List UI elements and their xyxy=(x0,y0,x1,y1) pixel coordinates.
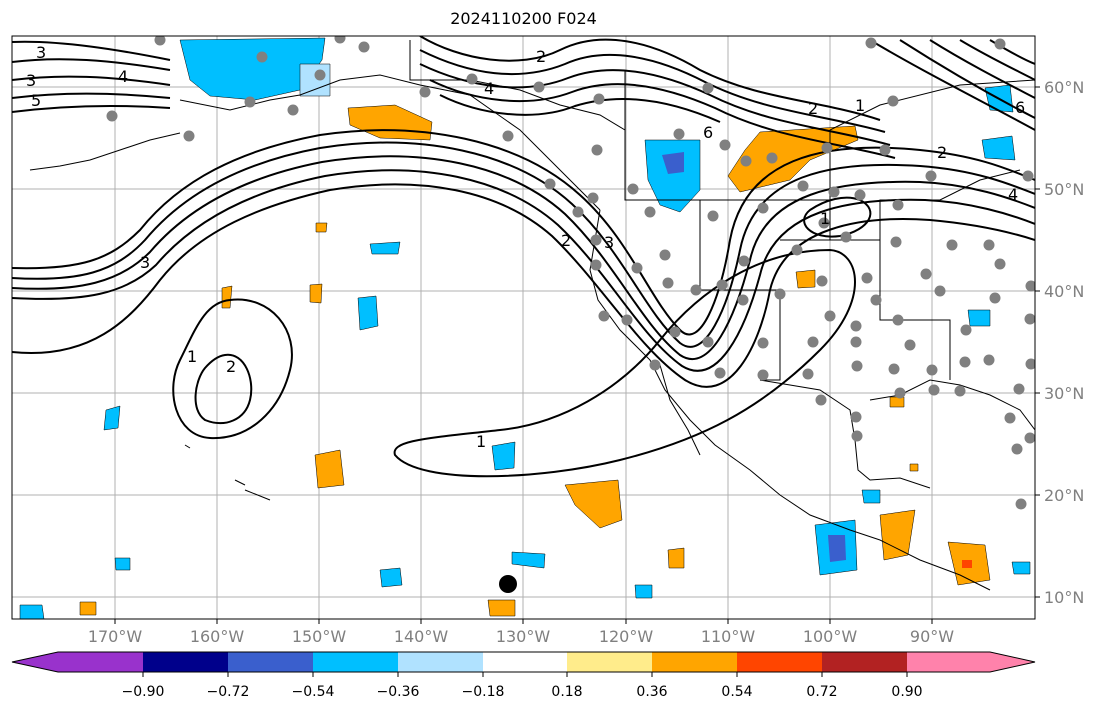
colorbar-tick-label: 0.72 xyxy=(806,684,838,700)
contour-label: 2 xyxy=(808,99,818,118)
colorbar-tick-label: 0.18 xyxy=(551,684,583,700)
lat-label-20n: 20°N xyxy=(1044,486,1085,505)
contour-label: 4 xyxy=(484,79,494,98)
lat-label-50n: 50°N xyxy=(1044,180,1085,199)
colorbar-tick-label: 0.54 xyxy=(721,684,753,700)
height-contours xyxy=(12,36,1035,478)
contour-label: 6 xyxy=(703,123,713,142)
colorbar-segment xyxy=(737,652,822,672)
storm-center-marker xyxy=(499,575,517,593)
coastlines xyxy=(29,40,1035,591)
contour-label: 1 xyxy=(476,432,486,451)
colorbar-segment xyxy=(822,652,907,672)
lat-label-60n: 60°N xyxy=(1044,78,1085,97)
lon-label-160w: 160°W xyxy=(189,627,245,646)
lat-label-30n: 30°N xyxy=(1044,384,1085,403)
lon-label-130w: 130°W xyxy=(495,627,551,646)
colorbar-segment xyxy=(143,652,228,672)
contour-label: 2 xyxy=(226,357,236,376)
contour-label: 4 xyxy=(118,67,128,86)
contour-label: 6 xyxy=(1015,98,1025,117)
contour-label: 3 xyxy=(36,43,46,62)
lon-label-150w: 150°W xyxy=(291,627,347,646)
colorbar-tick-label: −0.54 xyxy=(291,684,335,700)
colorbar-segment xyxy=(907,652,990,672)
colorbar-tick-label: −0.90 xyxy=(121,684,165,700)
contour-label: 5 xyxy=(31,91,41,110)
colorbar-tick-label: −0.36 xyxy=(376,684,420,700)
colorbar-segment xyxy=(228,652,313,672)
colorbar-segment xyxy=(483,652,567,672)
colorbar xyxy=(11,651,1036,677)
contour-label: 2 xyxy=(937,143,947,162)
colorbar-segment xyxy=(58,652,143,672)
colorbar-tick-label: 0.36 xyxy=(636,684,668,700)
contour-label: 1 xyxy=(820,209,830,228)
contour-label: 4 xyxy=(1008,185,1018,204)
lon-label-170w: 170°W xyxy=(87,627,143,646)
colorbar-segment xyxy=(567,652,652,672)
map-title: 2024110200 F024 xyxy=(450,9,597,28)
colorbar-tick-label: 0.90 xyxy=(891,684,923,700)
colorbar-segment xyxy=(398,652,483,672)
contour-label: 3 xyxy=(140,253,150,272)
colorbar-tick-label: −0.72 xyxy=(206,684,250,700)
station-dots xyxy=(106,36,1035,510)
lon-label-100w: 100°W xyxy=(802,627,858,646)
contour-label: 3 xyxy=(26,71,36,90)
shaded-negative-areas xyxy=(19,37,1031,619)
lat-label-40n: 40°N xyxy=(1044,282,1085,301)
contour-label: 1 xyxy=(187,347,197,366)
contour-label: 1 xyxy=(855,96,865,115)
gridlines xyxy=(12,36,1035,619)
lon-label-140w: 140°W xyxy=(393,627,449,646)
lat-label-10n: 10°N xyxy=(1044,588,1085,607)
colorbar-extend-high xyxy=(990,652,1035,672)
colorbar-segment xyxy=(313,652,398,672)
contour-label: 3 xyxy=(604,233,614,252)
axis-ticks xyxy=(114,86,1040,624)
lon-label-110w: 110°W xyxy=(700,627,756,646)
colorbar-outline xyxy=(11,651,1036,673)
contour-labels: 3 3 4 5 4 2 2 6 1 2 6 4 1 2 3 3 1 2 1 xyxy=(26,43,1025,451)
lon-label-90w: 90°W xyxy=(909,627,955,646)
lon-label-120w: 120°W xyxy=(598,627,654,646)
contour-label: 2 xyxy=(536,47,546,66)
colorbar-extend-low xyxy=(12,652,58,672)
colorbar-segment xyxy=(652,652,737,672)
colorbar-tick-label: −0.18 xyxy=(461,684,505,700)
contour-label: 2 xyxy=(561,231,571,250)
